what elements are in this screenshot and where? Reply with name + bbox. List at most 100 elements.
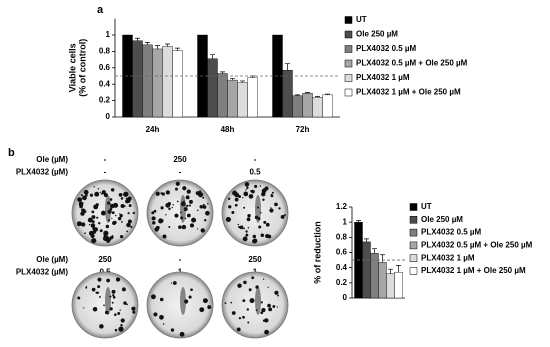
colony <box>182 186 187 191</box>
plate <box>146 179 214 247</box>
colony <box>165 190 170 195</box>
legend-label: Ole 250 µM <box>421 215 463 224</box>
colony <box>91 237 97 244</box>
colony <box>190 288 193 292</box>
colony <box>92 306 98 312</box>
legend-label: Ole 250 µM <box>356 30 398 39</box>
colony <box>114 328 118 332</box>
colony <box>262 198 265 201</box>
colony <box>245 189 247 191</box>
colony <box>111 301 114 304</box>
colony <box>120 324 123 327</box>
colony <box>243 206 246 209</box>
colony <box>245 230 248 233</box>
colony <box>272 305 276 308</box>
colony <box>186 213 191 218</box>
colony <box>118 326 124 332</box>
colony <box>112 296 116 299</box>
colony <box>242 236 248 242</box>
colony <box>111 217 113 220</box>
colony <box>161 219 164 222</box>
colony <box>77 197 83 203</box>
colony <box>117 216 122 221</box>
colony <box>262 278 265 280</box>
colony <box>202 298 208 304</box>
legend-label: PLX4032 0.5 µM + Ole 250 µM <box>421 241 533 250</box>
colony <box>99 324 104 329</box>
error-bar <box>396 265 401 273</box>
y-tick-label: 0.8 <box>99 47 111 56</box>
colony <box>120 203 125 209</box>
colony <box>186 189 191 194</box>
legend-swatch <box>344 45 353 53</box>
colony <box>199 205 204 209</box>
colony <box>243 227 245 230</box>
y-tick-label: 0.2 <box>336 278 348 287</box>
colony <box>236 327 241 332</box>
panel-label: a <box>97 4 104 16</box>
row-label: PLX4032 (µM) <box>16 168 69 177</box>
colony <box>274 290 279 295</box>
colony <box>80 211 85 216</box>
colony <box>84 232 86 235</box>
colony <box>244 191 247 194</box>
colony <box>103 230 109 236</box>
colony <box>160 192 163 195</box>
bar <box>237 82 248 118</box>
colony <box>155 191 160 196</box>
colony <box>234 197 239 202</box>
colony <box>270 207 272 209</box>
colony <box>76 221 82 227</box>
colony <box>132 310 136 314</box>
legend-label: UT <box>421 202 432 211</box>
legend-swatch <box>409 228 418 237</box>
colony <box>259 185 262 187</box>
colony <box>123 191 129 197</box>
legend-swatch <box>344 88 353 97</box>
colony <box>271 191 274 194</box>
colony <box>80 194 83 197</box>
colony <box>237 283 242 288</box>
colony <box>111 289 116 294</box>
colony <box>91 287 96 292</box>
colony <box>186 204 189 208</box>
colony <box>251 189 255 194</box>
colony <box>231 311 236 315</box>
colony <box>90 223 96 228</box>
colony <box>158 218 164 224</box>
colony <box>85 286 88 289</box>
colony <box>91 215 96 219</box>
error-bar <box>155 45 160 49</box>
error-bar <box>145 42 150 45</box>
colony <box>168 207 171 211</box>
colony <box>165 213 167 216</box>
colony <box>103 214 105 216</box>
colony <box>264 318 269 323</box>
colony <box>185 195 190 200</box>
error-bar <box>305 92 310 94</box>
colony <box>93 204 99 210</box>
colony <box>154 227 159 232</box>
colony <box>202 205 207 209</box>
colony <box>251 276 255 280</box>
colony <box>262 188 267 192</box>
colony <box>267 234 272 239</box>
colony <box>151 216 156 221</box>
colony <box>119 234 124 239</box>
colony <box>267 303 271 308</box>
colony <box>81 208 85 212</box>
colony <box>231 210 235 214</box>
colony-streak <box>180 287 186 315</box>
row-label: Ole (µM) <box>36 255 68 264</box>
colony <box>178 225 182 230</box>
colony <box>131 306 136 311</box>
colony <box>92 227 96 231</box>
colony <box>87 217 93 223</box>
colony <box>243 280 247 285</box>
condition-label: - <box>179 168 182 177</box>
bar <box>322 94 333 118</box>
colony <box>89 193 94 197</box>
legend-label: PLX4032 0.5 µM <box>421 228 482 237</box>
bar <box>162 46 173 118</box>
